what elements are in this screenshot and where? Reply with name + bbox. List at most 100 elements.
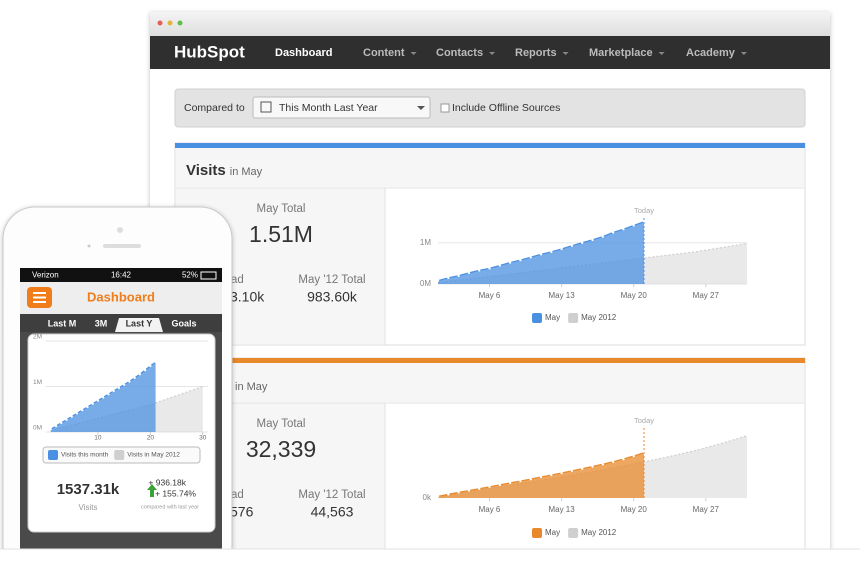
legend-label: Visits this month: [61, 452, 109, 459]
point: [550, 250, 553, 254]
nav-item[interactable]: Content: [363, 47, 405, 59]
point: [498, 264, 501, 267]
tab[interactable]: Last Y: [126, 318, 153, 328]
compare-note: compared with last year: [141, 504, 199, 510]
clock: 16:42: [111, 271, 132, 280]
nav-caret: [562, 52, 569, 55]
y-tick-label: 0k: [423, 493, 432, 502]
checkbox[interactable]: [440, 103, 450, 113]
point: [560, 471, 563, 475]
stat-label: ad: [231, 274, 244, 286]
y-tick-label: 2M: [33, 334, 42, 341]
point: [560, 247, 563, 251]
panel-header: [176, 363, 804, 402]
point: [488, 267, 491, 270]
panel-chart: 0M 1M May 6 May 13 May 20 May 27 Today May May 2…: [420, 206, 748, 323]
legend-label: May 2012: [581, 528, 617, 537]
point: [611, 231, 615, 234]
panel-header: [176, 148, 804, 187]
point: [49, 428, 52, 431]
tab[interactable]: 3M: [95, 318, 108, 328]
legend-swatch: [532, 528, 542, 538]
point: [65, 418, 68, 421]
panel-subtitle: in May: [235, 381, 268, 393]
stat-label: May '12 Total: [298, 274, 365, 286]
stat-value: 576: [230, 504, 254, 520]
nav-item[interactable]: Contacts: [436, 47, 483, 59]
point: [447, 276, 450, 280]
stat-value: 3.10k: [230, 289, 265, 305]
x-tick-label: May 6: [479, 291, 501, 300]
stat-value: 44,563: [311, 504, 354, 520]
point: [570, 244, 574, 247]
x-tick-label: 30: [199, 435, 207, 442]
active-tab: [115, 318, 163, 332]
panel-chart: 0k May 6 May 13 May 20 May 27 Today May May 201…: [423, 416, 748, 538]
point: [112, 389, 115, 393]
menu-icon: [33, 292, 46, 303]
point: [75, 412, 79, 415]
nav-caret: [658, 52, 665, 55]
point: [601, 235, 604, 238]
total-label: May Total: [256, 203, 305, 215]
legend-label: May: [545, 528, 560, 537]
date-select[interactable]: [252, 96, 431, 119]
point: [591, 238, 594, 242]
annotation: Today: [634, 206, 654, 215]
point: [529, 477, 532, 481]
delta-pct: + 155.74%: [155, 488, 196, 498]
point: [117, 386, 121, 390]
panel-accent: [175, 358, 805, 363]
point: [550, 473, 553, 477]
point: [154, 360, 157, 364]
nav-caret: [489, 52, 496, 55]
x-tick-label: May 6: [479, 505, 501, 514]
point: [539, 253, 543, 256]
nav-item[interactable]: Reports: [515, 47, 557, 59]
y-tick-label: 1M: [33, 379, 42, 386]
tab[interactable]: Goals: [171, 318, 196, 328]
legend-swatch: [532, 313, 542, 323]
tab[interactable]: Last M: [48, 318, 77, 328]
mobile-total-label: Visits: [79, 503, 98, 512]
battery-text: 52%: [182, 271, 198, 280]
page-bottom: [0, 549, 860, 573]
point: [581, 241, 584, 244]
nav-item[interactable]: Dashboard: [275, 47, 332, 59]
point: [478, 487, 481, 490]
point: [101, 396, 105, 399]
point: [128, 380, 131, 383]
point: [447, 493, 450, 496]
total-label: May Total: [256, 418, 305, 430]
x-tick-label: May 20: [621, 291, 648, 300]
point: [467, 271, 471, 275]
point: [478, 269, 481, 272]
mobile-card: [27, 333, 216, 533]
nav-item[interactable]: Marketplace: [589, 47, 653, 59]
app-header: [20, 282, 222, 314]
point: [436, 279, 440, 282]
phone-speaker: [103, 244, 141, 248]
min-dot[interactable]: [167, 20, 173, 26]
legend-label: May 2012: [581, 313, 617, 322]
legend-swatch: [568, 528, 579, 538]
logo[interactable]: HubSpot: [174, 42, 245, 61]
panel-accent: [175, 143, 805, 148]
point: [86, 405, 89, 409]
y-tick-label: 0M: [33, 425, 42, 432]
point: [632, 454, 635, 458]
max-dot[interactable]: [177, 20, 183, 26]
x-tick-label: 10: [94, 435, 102, 442]
point: [642, 220, 646, 223]
mobile-total: 1537.31k: [57, 481, 120, 498]
point: [457, 491, 460, 494]
panel-subtitle: in May: [230, 166, 263, 178]
point: [107, 393, 110, 396]
point: [498, 483, 501, 487]
point: [632, 224, 635, 227]
legend-swatch: [48, 450, 58, 460]
nav-item[interactable]: Academy: [686, 47, 736, 59]
close-dot[interactable]: [157, 20, 163, 26]
point: [529, 255, 532, 259]
panel-title: Visits: [186, 162, 226, 179]
